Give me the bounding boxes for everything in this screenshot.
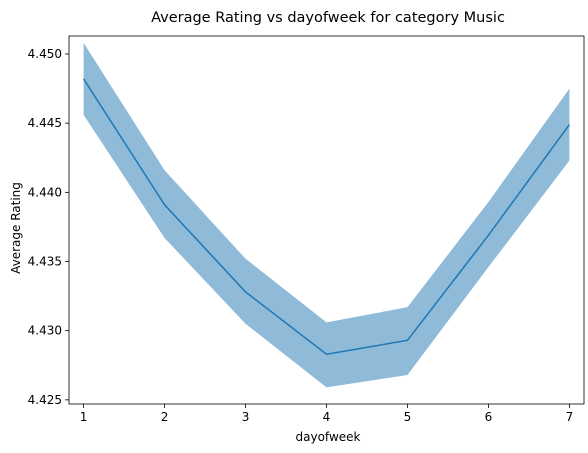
x-tick-label: 6 xyxy=(485,410,493,424)
x-tick-label: 7 xyxy=(566,410,574,424)
plot-area xyxy=(68,35,585,405)
y-tick-label: 4.445 xyxy=(28,116,62,130)
y-tick-label: 4.425 xyxy=(28,393,62,407)
confidence-band xyxy=(83,42,570,388)
chart-title: Average Rating vs dayofweek for category… xyxy=(151,10,505,26)
y-axis: 4.425 4.430 4.435 4.440 4.445 4.450 xyxy=(28,47,69,407)
y-tick-label: 4.430 xyxy=(28,324,62,338)
x-tick-label: 5 xyxy=(404,410,412,424)
x-axis: 1 2 3 4 5 6 7 xyxy=(80,404,573,424)
y-tick-label: 4.440 xyxy=(28,185,62,199)
series-line xyxy=(82,78,571,355)
x-tick-label: 4 xyxy=(323,410,331,424)
y-axis-label: Average Rating xyxy=(9,182,23,274)
y-tick-label: 4.435 xyxy=(28,255,62,269)
x-tick-label: 2 xyxy=(161,410,169,424)
x-tick-label: 3 xyxy=(242,410,250,424)
y-tick-label: 4.450 xyxy=(28,47,62,61)
x-tick-label: 1 xyxy=(80,410,88,424)
x-axis-label: dayofweek xyxy=(296,430,361,444)
